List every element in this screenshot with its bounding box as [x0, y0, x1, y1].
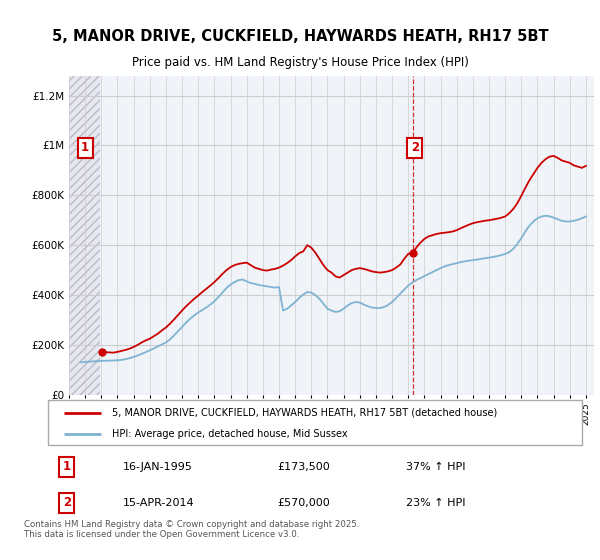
Text: 5, MANOR DRIVE, CUCKFIELD, HAYWARDS HEATH, RH17 5BT (detached house): 5, MANOR DRIVE, CUCKFIELD, HAYWARDS HEAT…	[112, 408, 497, 418]
Text: 5, MANOR DRIVE, CUCKFIELD, HAYWARDS HEATH, RH17 5BT: 5, MANOR DRIVE, CUCKFIELD, HAYWARDS HEAT…	[52, 29, 548, 44]
Text: 37% ↑ HPI: 37% ↑ HPI	[406, 462, 465, 472]
Text: Contains HM Land Registry data © Crown copyright and database right 2025.
This d: Contains HM Land Registry data © Crown c…	[24, 520, 359, 539]
Text: £570,000: £570,000	[278, 498, 331, 507]
Text: £173,500: £173,500	[278, 462, 331, 472]
Text: 1: 1	[62, 460, 71, 473]
Text: 15-APR-2014: 15-APR-2014	[123, 498, 194, 507]
Text: 2: 2	[62, 496, 71, 509]
Text: 2: 2	[410, 142, 419, 155]
Text: HPI: Average price, detached house, Mid Sussex: HPI: Average price, detached house, Mid …	[112, 429, 348, 439]
Text: Price paid vs. HM Land Registry's House Price Index (HPI): Price paid vs. HM Land Registry's House …	[131, 56, 469, 69]
Text: 1: 1	[81, 142, 89, 155]
Text: 16-JAN-1995: 16-JAN-1995	[123, 462, 193, 472]
FancyBboxPatch shape	[48, 400, 582, 445]
Text: 23% ↑ HPI: 23% ↑ HPI	[406, 498, 465, 507]
